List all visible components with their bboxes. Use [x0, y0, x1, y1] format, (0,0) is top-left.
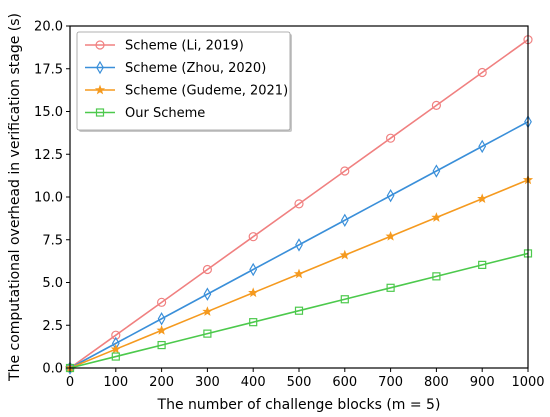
- data-point-star: [293, 268, 305, 279]
- data-point-square: [111, 352, 120, 361]
- x-axis: 0 100 200 300 400 500 600 700 800 900 1000: [66, 368, 545, 390]
- data-point-diamond: [96, 60, 104, 75]
- legend-label: Our Scheme: [125, 106, 205, 121]
- series-3: [64, 174, 534, 373]
- x-tick-label: 500: [287, 375, 312, 390]
- data-point-circle: [294, 199, 304, 209]
- data-point-square: [478, 260, 487, 269]
- y-tick-label: 5.0: [42, 276, 63, 291]
- data-point-circle: [477, 67, 487, 78]
- legend-label: Scheme (Zhou, 2020): [125, 61, 266, 76]
- data-point-square: [386, 283, 395, 292]
- series-group: [64, 35, 534, 375]
- legend-label: Scheme (Gudeme, 2021): [125, 84, 288, 99]
- y-tick-label: 12.5: [34, 148, 63, 163]
- y-tick-label: 15.0: [34, 105, 63, 120]
- y-tick-label: 7.5: [42, 233, 63, 248]
- data-point-star: [339, 249, 350, 260]
- y-tick-label: 0.0: [42, 362, 63, 377]
- data-point-square: [157, 340, 166, 350]
- x-tick-label: 700: [378, 375, 403, 390]
- data-point-circle: [111, 330, 121, 340]
- data-point-diamond: [66, 361, 74, 375]
- legend-item: Our Scheme: [85, 106, 205, 121]
- data-point-circle: [202, 264, 212, 275]
- legend-label: Scheme (Li, 2019): [125, 39, 244, 54]
- data-point-diamond: [203, 287, 212, 301]
- x-tick-label: 0: [66, 375, 74, 390]
- x-axis-label: The number of challenge blocks (m = 5): [157, 397, 441, 413]
- data-point-star: [385, 230, 396, 241]
- data-point-diamond: [432, 164, 441, 178]
- data-point-star: [156, 325, 167, 335]
- data-point-diamond: [478, 139, 487, 154]
- data-point-circle: [431, 100, 441, 110]
- x-tick-label: 800: [424, 375, 449, 390]
- data-point-square: [203, 329, 212, 338]
- data-point-diamond: [157, 312, 166, 326]
- data-point-star: [94, 84, 106, 95]
- data-point-circle: [248, 232, 258, 242]
- data-point-circle: [157, 297, 167, 307]
- data-point-diamond: [386, 188, 395, 203]
- series-2: [66, 115, 532, 375]
- y-tick-label: 10.0: [34, 191, 63, 206]
- x-tick-label: 100: [103, 375, 128, 390]
- x-tick-label: 300: [195, 375, 220, 390]
- series-1: [65, 35, 533, 373]
- x-tick-label: 600: [332, 375, 357, 390]
- y-axis: 0.0 2.5 5.0 7.5 10.0 12.5 15.0 17.5 20.0: [34, 20, 70, 377]
- x-tick-label: 200: [149, 375, 174, 390]
- series-line: [69, 121, 529, 369]
- legend-item: Scheme (Gudeme, 2021): [85, 84, 288, 99]
- data-point-star: [248, 287, 259, 298]
- data-point-diamond: [295, 238, 303, 252]
- series-line: [69, 252, 529, 369]
- data-point-square: [95, 108, 105, 117]
- y-axis-label: The computational overhead in verificati…: [7, 13, 23, 382]
- data-point-star: [110, 343, 121, 354]
- data-point-circle: [386, 133, 396, 143]
- x-tick-label: 1000: [511, 375, 544, 390]
- data-point-star: [431, 212, 442, 222]
- y-tick-label: 17.5: [34, 62, 63, 77]
- series-4: [65, 249, 533, 373]
- data-point-square: [432, 272, 441, 281]
- data-point-square: [340, 295, 349, 304]
- legend-item: Scheme (Zhou, 2020): [85, 60, 266, 76]
- legend-item: Scheme (Li, 2019): [85, 39, 244, 54]
- data-point-square: [294, 306, 304, 315]
- x-tick-label: 900: [470, 375, 495, 390]
- data-point-diamond: [340, 213, 349, 227]
- data-point-star: [202, 306, 213, 316]
- data-point-circle: [340, 166, 350, 176]
- legend: Scheme (Li, 2019) Scheme (Zhou, 2020) Sche…: [76, 31, 292, 132]
- data-point-diamond: [249, 262, 258, 277]
- y-tick-label: 2.5: [42, 319, 63, 334]
- y-tick-label: 20.0: [34, 20, 63, 35]
- data-point-circle: [95, 40, 105, 50]
- x-tick-label: 400: [241, 375, 266, 390]
- series-line: [69, 39, 529, 369]
- data-point-star: [477, 193, 488, 204]
- legend-box: [76, 31, 291, 131]
- data-point-square: [249, 318, 258, 327]
